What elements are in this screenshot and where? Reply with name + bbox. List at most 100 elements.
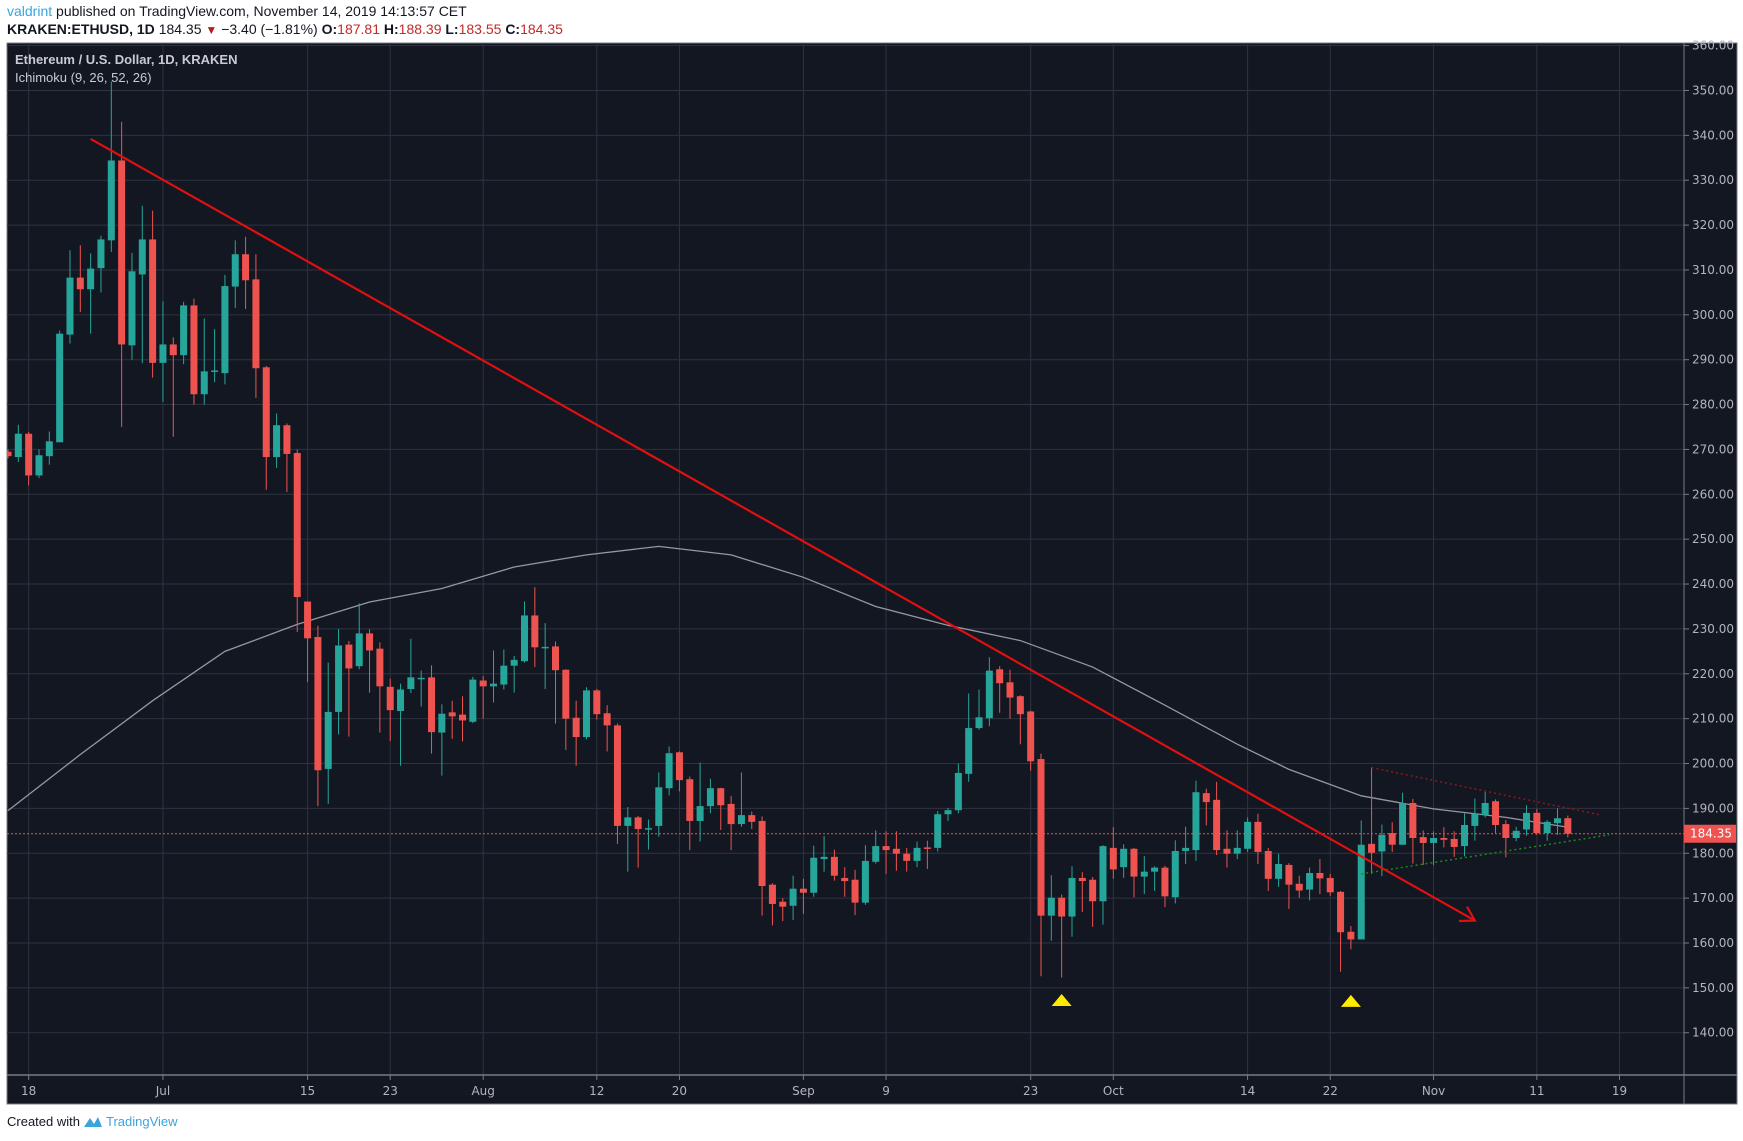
price-tick-label: 340.00 (1692, 128, 1734, 142)
candle-body (1140, 871, 1148, 877)
candle-body (190, 305, 198, 395)
candle-up (1430, 831, 1438, 866)
candle-body (1244, 821, 1252, 849)
candle-body (582, 690, 590, 738)
candle-body (1430, 838, 1438, 843)
legend-title: Ethereum / U.S. Dollar, 1D, KRAKEN (15, 52, 238, 67)
candle-body (1368, 843, 1376, 853)
candle-body (1481, 803, 1489, 816)
candle-body (1492, 801, 1500, 825)
price-tick-label: 280.00 (1692, 398, 1734, 412)
time-tick-label: 23 (383, 1084, 398, 1098)
candle-body (345, 644, 353, 669)
candle-down (7, 449, 12, 459)
price-tick-label: 330.00 (1692, 173, 1734, 187)
candle-down (1533, 808, 1541, 835)
price-tick-label: 230.00 (1692, 622, 1734, 636)
candle-down (1223, 830, 1231, 868)
candle-body (1564, 818, 1572, 834)
candle-down (1316, 859, 1324, 895)
candle-up (355, 603, 363, 670)
candle-down (1016, 695, 1024, 745)
candle-down (293, 449, 301, 633)
last-price-tag-label: 184.35 (1690, 827, 1732, 841)
candle-body (727, 803, 735, 825)
candle-body (438, 713, 446, 733)
candle-body (138, 239, 146, 275)
candle-body (510, 659, 518, 666)
candle-up (1523, 805, 1531, 836)
candle-up (1182, 826, 1190, 865)
candle-body (304, 601, 312, 639)
candle-down (675, 751, 683, 792)
candle-up (45, 431, 53, 465)
candle-body (655, 787, 663, 826)
candle-body (1378, 834, 1386, 852)
candle-down (841, 867, 849, 897)
candle-down (448, 700, 456, 739)
candle-down (892, 831, 900, 871)
candle-down (996, 666, 1004, 713)
time-tick-label: 14 (1240, 1084, 1255, 1098)
candle-body (200, 371, 208, 395)
publish-text: published on TradingView.com, November 1… (56, 3, 467, 19)
candle-up (56, 330, 64, 443)
candle-body (1285, 864, 1293, 885)
candle-body (882, 846, 890, 851)
candle-body (789, 888, 797, 906)
candle-body (1016, 696, 1024, 715)
price-axis[interactable]: 140.00 150.00 160.00 170.00 180.00 190.00 200.… (1684, 39, 1736, 1040)
candle-up (159, 301, 167, 402)
grid (7, 43, 1684, 1075)
candle-body (1037, 759, 1045, 916)
candle-body (1295, 883, 1303, 891)
triangle-up-marker-icon (1340, 994, 1361, 1007)
candle-body (572, 717, 580, 738)
candle-down (283, 423, 291, 493)
candle-down (1264, 847, 1272, 891)
candle-body (1471, 813, 1479, 826)
plot-area (7, 81, 1684, 1007)
candle-body (1192, 792, 1200, 851)
candle-body (324, 711, 332, 769)
candle-down (304, 601, 312, 682)
candle-body (469, 679, 477, 722)
price-tick-label: 350.00 (1692, 83, 1734, 97)
candle-up (397, 683, 405, 766)
candle-up (913, 841, 921, 868)
candle-down (386, 678, 394, 742)
candle-up (872, 830, 880, 864)
candle-up (324, 662, 332, 804)
candle-body (985, 670, 993, 719)
candle-down (428, 665, 436, 754)
author-link[interactable]: valdrint (7, 3, 53, 19)
last-price-tag (1684, 824, 1736, 843)
downtrend-arrowhead-icon (1458, 906, 1477, 923)
candle-body (603, 713, 611, 726)
tradingview-link[interactable]: TradingView (105, 1114, 178, 1129)
candle-body (1543, 821, 1551, 834)
publish-info: valdrint published on TradingView.com, N… (7, 3, 467, 19)
time-axis[interactable]: 18 Jul 15 23 Aug 12 20 Sep 9 23 Oct 14 22 Nov 11 19 (21, 1075, 1627, 1098)
candle-up (1357, 820, 1365, 940)
candle-up (655, 772, 663, 837)
candle-down (851, 869, 859, 916)
candle-down (1326, 873, 1334, 896)
candle-up (665, 746, 673, 796)
candle-down (345, 641, 353, 737)
candle-body (407, 677, 415, 690)
candle-down (1295, 875, 1303, 898)
candle-up (820, 835, 828, 872)
legend-indicator[interactable]: Ichimoku (9, 26, 52, 26) (15, 70, 152, 85)
candle-up (934, 811, 942, 852)
footer: Created with TradingView (7, 1114, 178, 1129)
candle-down (1492, 799, 1500, 834)
candle-up (521, 601, 528, 663)
candle-body (293, 453, 301, 598)
candle-body (768, 884, 776, 904)
candle-down (459, 696, 467, 742)
price-tick-label: 240.00 (1692, 577, 1734, 591)
candle-body (366, 633, 374, 651)
price-tick-label: 200.00 (1692, 757, 1734, 771)
